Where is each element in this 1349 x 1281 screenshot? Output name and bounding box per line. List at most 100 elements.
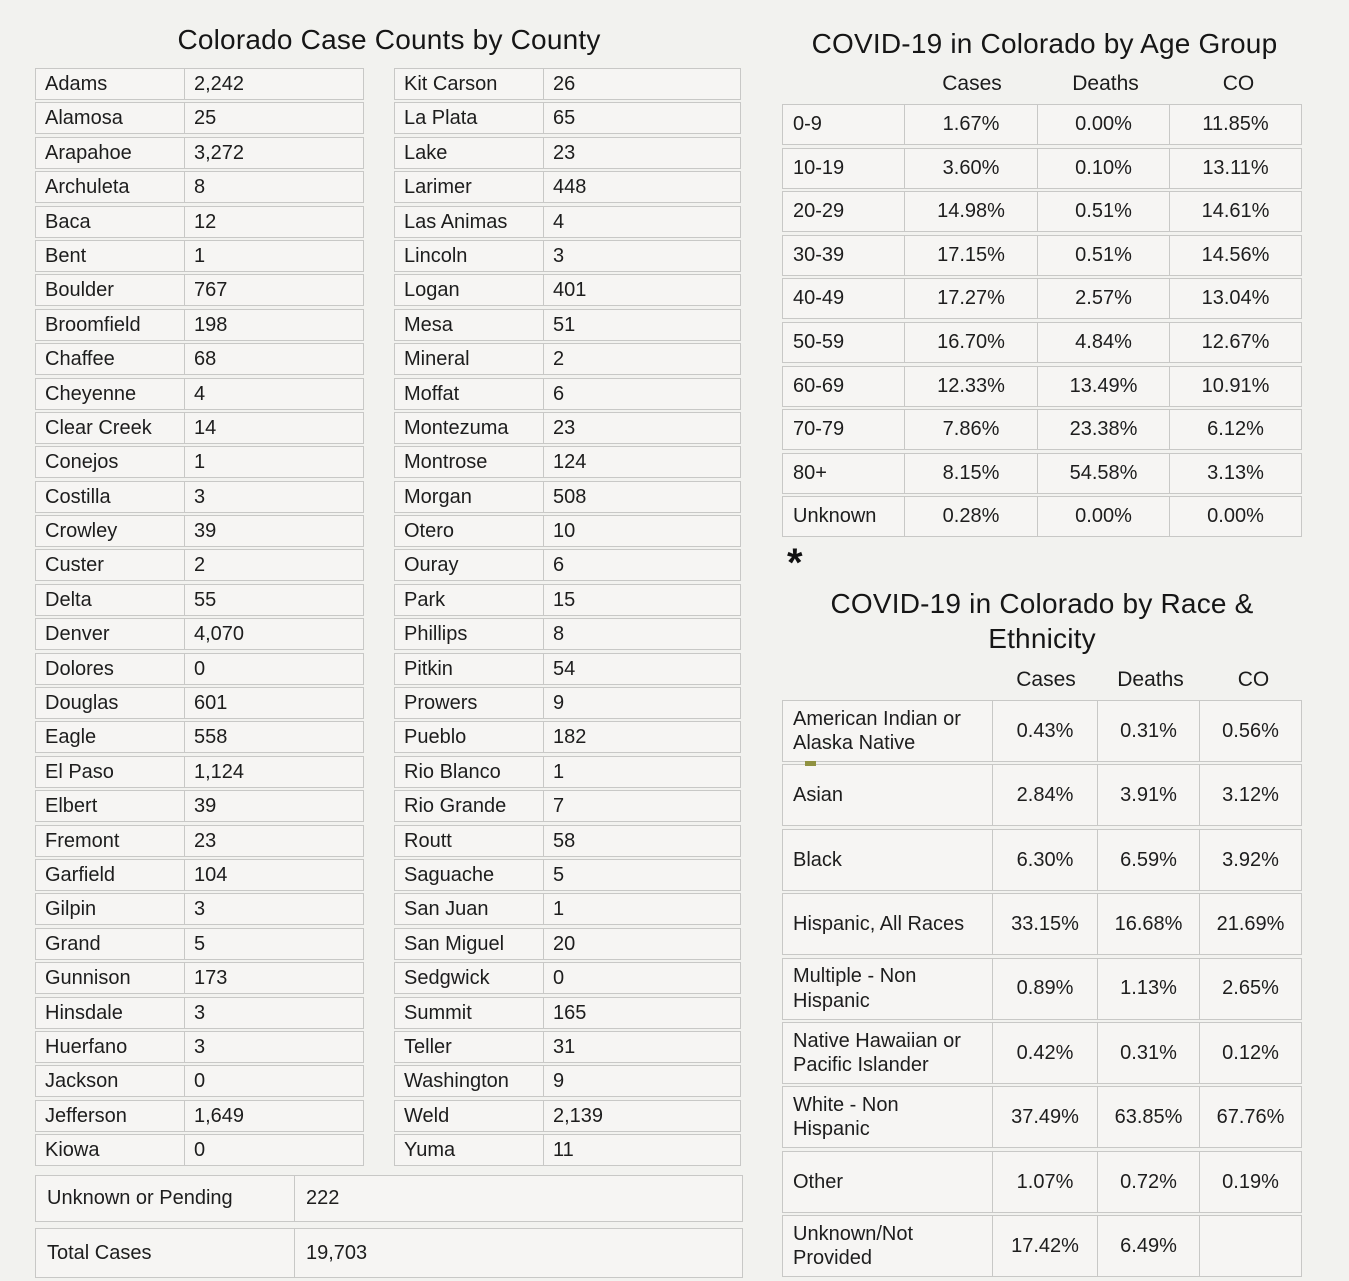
county-table-title: Colorado Case Counts by County — [177, 24, 601, 55]
county-name-cell: Prowers — [394, 687, 544, 720]
county-cases-cell: 0 — [184, 1134, 364, 1167]
county-cases-cell: 25 — [184, 102, 364, 135]
county-cases-cell: 5 — [543, 858, 741, 891]
county-cases-cell: 8 — [184, 171, 364, 204]
race-table-row: Other 1.07% 0.72% 0.19% — [782, 1150, 1302, 1213]
county-name-cell: El Paso — [35, 755, 185, 788]
county-cases-cell: 104 — [184, 858, 364, 891]
county-table-row: Fremont 23 Routt 58 — [35, 824, 741, 857]
county-cases-cell: 1 — [184, 446, 364, 479]
age-deaths-cell: 0.10% — [1037, 147, 1170, 189]
race-header-co: CO — [1237, 668, 1270, 691]
county-table-row: Gilpin 3 San Juan 1 — [35, 893, 741, 926]
county-name-cell: Custer — [35, 549, 185, 582]
age-co-cell: 3.13% — [1169, 452, 1302, 494]
county-table-row: Eagle 558 Pueblo 182 — [35, 721, 741, 754]
age-cases-cell: 7.86% — [904, 409, 1038, 451]
race-deaths-cell: 6.59% — [1097, 828, 1200, 891]
race-co-cell: 0.56% — [1199, 700, 1302, 762]
county-cases-cell: 4 — [543, 205, 741, 238]
race-cases-cell: 2.84% — [992, 764, 1098, 827]
county-cases-cell: 3 — [184, 1030, 364, 1063]
column-gap — [364, 1100, 394, 1132]
race-table: American Indian or Alaska Native 0.43% 0… — [782, 700, 1302, 1280]
age-group-cell: 60-69 — [782, 365, 905, 407]
county-table-row: Denver 4,070 Phillips 8 — [35, 618, 741, 651]
age-group-cell: 10-19 — [782, 147, 905, 189]
county-name-cell: Montrose — [394, 446, 544, 479]
county-cases-cell: 15 — [543, 583, 741, 616]
age-co-cell: 14.56% — [1169, 234, 1302, 276]
county-name-cell: Huerfano — [35, 1030, 185, 1063]
county-cases-cell: 58 — [543, 824, 741, 857]
county-name-cell: Delta — [35, 583, 185, 616]
race-label-cell: White - Non Hispanic — [782, 1086, 993, 1149]
race-label-cell: Hispanic, All Races — [782, 893, 993, 956]
county-name-cell: Elbert — [35, 790, 185, 823]
race-deaths-cell: 1.13% — [1097, 957, 1200, 1020]
age-deaths-cell: 0.51% — [1037, 191, 1170, 233]
age-co-cell: 14.61% — [1169, 191, 1302, 233]
county-cases-cell: 173 — [184, 962, 364, 995]
county-cases-cell: 1,649 — [184, 1099, 364, 1132]
age-cases-cell: 17.27% — [904, 278, 1038, 320]
age-cases-cell: 8.15% — [904, 452, 1038, 494]
county-cases-cell: 68 — [184, 343, 364, 376]
county-table-row: Alamosa 25 La Plata 65 — [35, 102, 741, 135]
column-gap — [364, 137, 394, 169]
column-gap — [364, 859, 394, 891]
column-gap — [364, 481, 394, 513]
county-name-cell: Mesa — [394, 308, 544, 341]
column-gap — [364, 1065, 394, 1097]
county-name-cell: Arapahoe — [35, 136, 185, 169]
age-cases-cell: 1.67% — [904, 104, 1038, 145]
column-gap — [364, 893, 394, 925]
county-table-row: Broomfield 198 Mesa 51 — [35, 308, 741, 341]
total-cases-value: 19,703 — [294, 1228, 743, 1278]
county-cases-cell: 20 — [543, 927, 741, 960]
county-name-cell: Baca — [35, 205, 185, 238]
age-deaths-cell: 2.57% — [1037, 278, 1170, 320]
age-co-cell: 13.04% — [1169, 278, 1302, 320]
unknown-pending-value: 222 — [294, 1175, 743, 1222]
county-table-row: Arapahoe 3,272 Lake 23 — [35, 136, 741, 169]
county-table-row: Hinsdale 3 Summit 165 — [35, 996, 741, 1029]
race-co-cell: 0.19% — [1199, 1150, 1302, 1213]
race-header-cases: Cases — [1016, 668, 1076, 691]
race-co-cell: 67.76% — [1199, 1086, 1302, 1149]
county-cases-cell: 0 — [184, 1065, 364, 1098]
county-cases-cell: 26 — [543, 68, 741, 100]
county-table-row: Garfield 104 Saguache 5 — [35, 858, 741, 891]
county-table-row: Delta 55 Park 15 — [35, 583, 741, 616]
column-gap — [364, 584, 394, 616]
age-group-cell: 70-79 — [782, 409, 905, 451]
county-name-cell: Bent — [35, 239, 185, 272]
county-cases-cell: 5 — [184, 927, 364, 960]
age-table-row: Unknown 0.28% 0.00% 0.00% — [782, 496, 1302, 538]
county-name-cell: Jefferson — [35, 1099, 185, 1132]
county-cases-cell: 39 — [184, 790, 364, 823]
age-table-row: 20-29 14.98% 0.51% 14.61% — [782, 191, 1302, 233]
column-gap — [364, 446, 394, 478]
column-gap — [364, 1031, 394, 1063]
county-name-cell: Crowley — [35, 515, 185, 548]
county-cases-cell: 51 — [543, 308, 741, 341]
county-cases-cell: 1,124 — [184, 755, 364, 788]
county-name-cell: Park — [394, 583, 544, 616]
county-table-row: Boulder 767 Logan 401 — [35, 274, 741, 307]
race-deaths-cell: 3.91% — [1097, 764, 1200, 827]
county-cases-cell: 508 — [543, 480, 741, 513]
age-header-spacer — [782, 72, 905, 96]
column-gap — [364, 962, 394, 994]
county-cases-cell: 0 — [184, 652, 364, 685]
county-cases-cell: 1 — [543, 755, 741, 788]
county-cases-cell: 2,242 — [184, 68, 364, 100]
county-name-cell: Archuleta — [35, 171, 185, 204]
county-cases-cell: 2 — [184, 549, 364, 582]
county-name-cell: Adams — [35, 68, 185, 100]
county-name-cell: Lincoln — [394, 239, 544, 272]
age-group-cell: 20-29 — [782, 191, 905, 233]
age-header-cases: Cases — [942, 72, 1002, 95]
county-cases-cell: 31 — [543, 1030, 741, 1063]
county-cases-cell: 198 — [184, 308, 364, 341]
